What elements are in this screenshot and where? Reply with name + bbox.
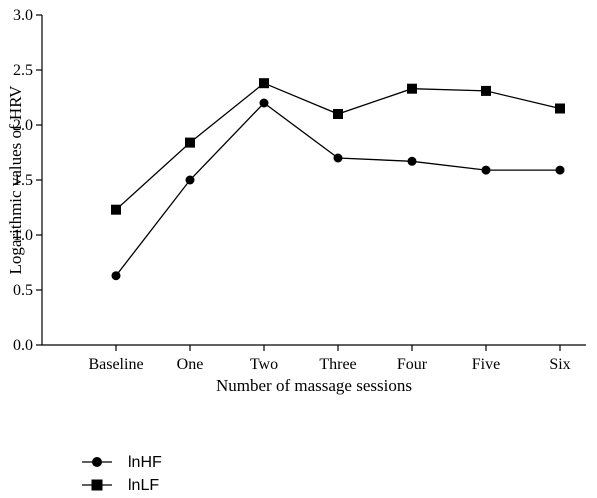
x-tick-label: Six: [549, 356, 570, 373]
axes: [41, 15, 586, 346]
data-point-lnlf: [555, 103, 565, 114]
legend-marker-lnhf: [92, 457, 102, 467]
legend-label-lnlf: lnLF: [128, 477, 159, 494]
series-lnhf: [111, 98, 565, 281]
y-tick-label: 2.5: [13, 62, 33, 79]
data-point-lnlf: [407, 83, 417, 94]
y-axis-title: Logarithmic values of HRV: [6, 85, 25, 275]
data-point-lnlf: [111, 204, 121, 215]
data-point-lnhf: [185, 175, 195, 185]
series-line-lnhf: [115, 102, 560, 277]
x-tick-label: One: [177, 356, 204, 373]
data-point-lnhf: [555, 165, 565, 175]
data-point-lnhf: [333, 153, 343, 163]
data-point-lnlf: [185, 137, 195, 148]
y-tick-label: 1.5: [13, 172, 33, 189]
legend-item-lnhf: lnHF: [82, 454, 162, 471]
x-axis-ticks: Baseline One Two Three Four Five Six: [88, 345, 571, 373]
data-point-lnhf: [481, 165, 491, 175]
legend-marker-lnlf: [91, 479, 103, 491]
series-line-lnlf: [115, 82, 561, 211]
data-point-lnlf: [333, 109, 343, 119]
data-point-lnhf: [259, 98, 269, 108]
y-tick-label: 0.5: [13, 282, 33, 299]
x-tick-label: Four: [397, 356, 428, 373]
x-tick-label: Three: [319, 356, 356, 373]
legend-label-lnhf: lnHF: [128, 454, 162, 471]
legend-item-lnlf: lnLF: [82, 477, 159, 494]
data-point-lnhf: [407, 156, 417, 166]
x-tick-label: Five: [472, 356, 500, 373]
legend: lnHF lnLF: [82, 454, 162, 494]
data-point-lnlf: [481, 85, 491, 96]
series-layer: [111, 78, 565, 281]
series-lnlf: [111, 78, 565, 215]
y-tick-label: 2.0: [13, 117, 33, 134]
data-point-lnlf: [259, 78, 269, 89]
y-tick-label: 3.0: [13, 7, 33, 24]
y-axis-ticks: 0.0 0.5 1.0 1.5 2.0 2.5 3.0: [13, 7, 42, 354]
data-point-lnhf: [111, 271, 121, 281]
x-axis-title: Number of massage sessions: [216, 376, 412, 395]
y-tick-label: 1.0: [13, 227, 33, 244]
y-tick-label: 0.0: [13, 337, 33, 354]
x-tick-label: Two: [250, 356, 278, 373]
x-tick-label: Baseline: [88, 356, 143, 373]
